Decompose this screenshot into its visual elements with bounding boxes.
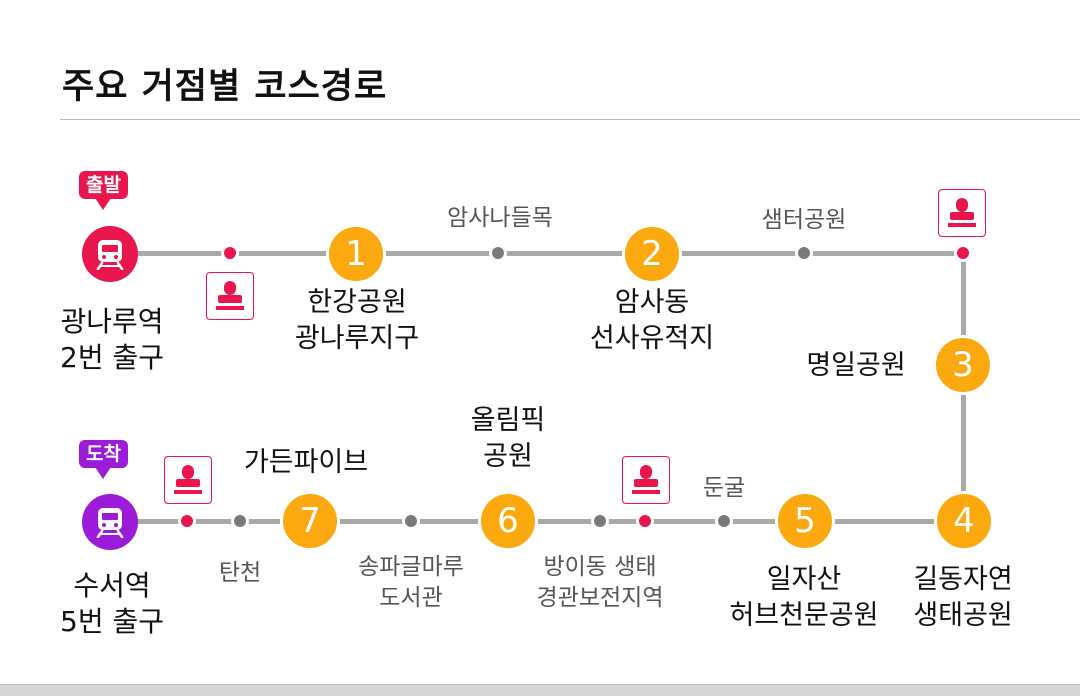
waypoint-saemter-label: 샘터공원 [761, 207, 847, 233]
stamp-icon [622, 456, 670, 504]
node-3: 3 [933, 335, 993, 395]
waypoint-songpa [402, 512, 420, 530]
stamp-point [954, 244, 972, 262]
end-station-icon [82, 494, 138, 550]
start-station-icon [82, 226, 138, 282]
end-name-line1: 수서역 [73, 569, 151, 602]
node-4-label-line2: 생태공원 [913, 600, 1013, 631]
waypoint-songpa-label-line1: 송파글마루 [358, 554, 464, 580]
route-line-bottom [112, 519, 965, 524]
node-3-label: 명일공원 [806, 350, 906, 381]
node-6-label-line2: 공원 [483, 441, 533, 472]
waypoint-tancheon [231, 512, 249, 530]
end-badge: 도착 [79, 440, 128, 479]
node-7: 7 [280, 491, 340, 551]
node-1-label-line1: 한강공원 [307, 287, 407, 318]
page-title: 주요 거점별 코스경로 [62, 67, 388, 107]
node-6-label-line1: 올림픽 [470, 405, 546, 436]
end-name-line2: 5번 출구 [60, 605, 164, 638]
subway-train-icon [96, 508, 124, 538]
waypoint-bangi [591, 512, 609, 530]
node-1-label-line2: 광나루지구 [294, 323, 420, 354]
stamp-icon [164, 456, 212, 504]
node-4-label-line1: 길동자연 [913, 564, 1013, 595]
stamp-point [221, 244, 239, 262]
waypoint-bangi-label-line2: 경관보전지역 [536, 585, 664, 611]
bottom-bar [0, 684, 1080, 696]
waypoint-dungul-label: 둔굴 [702, 475, 746, 501]
node-2-label-line2: 선사유적지 [589, 323, 715, 354]
route-line-top [112, 251, 965, 256]
node-4: 4 [934, 491, 994, 551]
start-badge: 출발 [79, 171, 128, 210]
waypoint-bangi-label-line1: 방이동 생태 [543, 554, 657, 580]
waypoint-saemter [795, 244, 813, 262]
start-name-line2: 2번 출구 [60, 341, 164, 374]
node-1: 1 [326, 224, 386, 284]
waypoint-dungul [715, 512, 733, 530]
node-5: 5 [775, 491, 835, 551]
waypoint-amsa-naru-label: 암사나들목 [447, 205, 553, 231]
node-5-label-line2: 허브천문공원 [729, 600, 879, 631]
node-7-label: 가든파이브 [243, 447, 369, 478]
waypoint-amsa-naru [489, 244, 507, 262]
waypoint-tancheon-label: 탄천 [218, 560, 262, 586]
subway-train-icon [96, 240, 124, 270]
stamp-icon [206, 272, 254, 320]
node-2-label-line1: 암사동 [614, 287, 690, 318]
waypoint-songpa-label-line2: 도서관 [379, 585, 443, 611]
stamp-icon [938, 189, 986, 237]
start-name-line1: 광나루역 [60, 305, 164, 338]
title-divider [60, 119, 1080, 120]
stamp-point [636, 512, 654, 530]
node-2: 2 [622, 224, 682, 284]
node-5-label-line1: 일자산 [766, 564, 842, 595]
node-6: 6 [478, 491, 538, 551]
stamp-point [178, 512, 196, 530]
